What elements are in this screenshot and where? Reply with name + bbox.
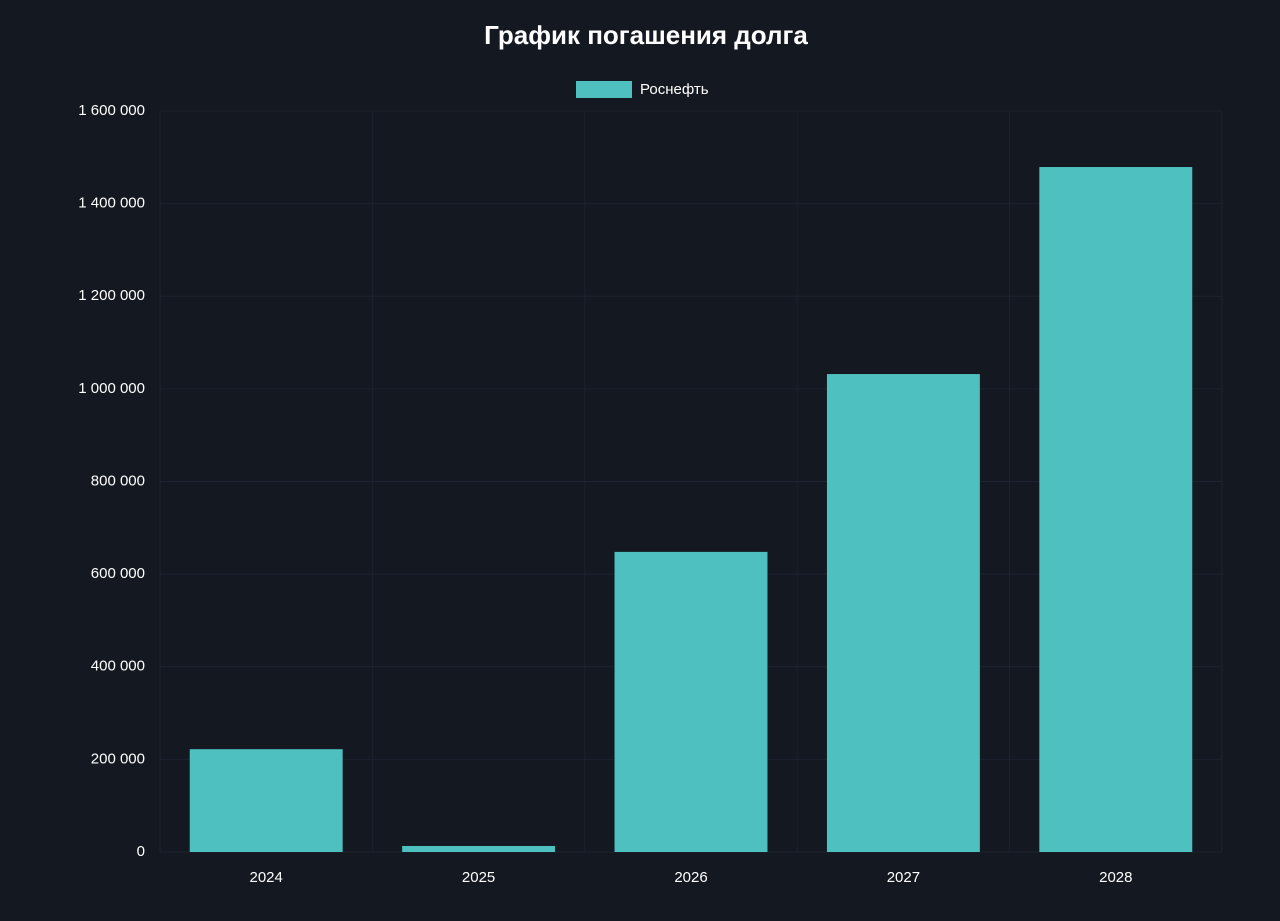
y-tick-label: 400 000 [91, 658, 145, 675]
y-tick-label: 1 600 000 [78, 102, 145, 119]
y-tick-label: 1 000 000 [78, 380, 145, 397]
bar [826, 374, 980, 852]
y-tick-label: 200 000 [91, 750, 145, 767]
legend-label: Роснефть [640, 81, 709, 98]
bar [1039, 167, 1193, 852]
y-tick-label: 0 [137, 843, 145, 860]
y-tick-label: 1 200 000 [78, 287, 145, 304]
legend-swatch [576, 81, 632, 98]
y-tick-label: 800 000 [91, 472, 145, 489]
bar [614, 551, 768, 852]
bar [402, 845, 556, 852]
x-tick-label: 2024 [250, 869, 283, 886]
y-tick-label: 1 400 000 [78, 195, 145, 212]
bar [189, 749, 343, 852]
y-tick-label: 600 000 [91, 565, 145, 582]
x-tick-label: 2026 [674, 869, 707, 886]
chart-title: График погашения долга [484, 20, 808, 50]
x-tick-label: 2027 [887, 869, 920, 886]
x-tick-label: 2025 [462, 869, 495, 886]
x-tick-label: 2028 [1099, 869, 1132, 886]
